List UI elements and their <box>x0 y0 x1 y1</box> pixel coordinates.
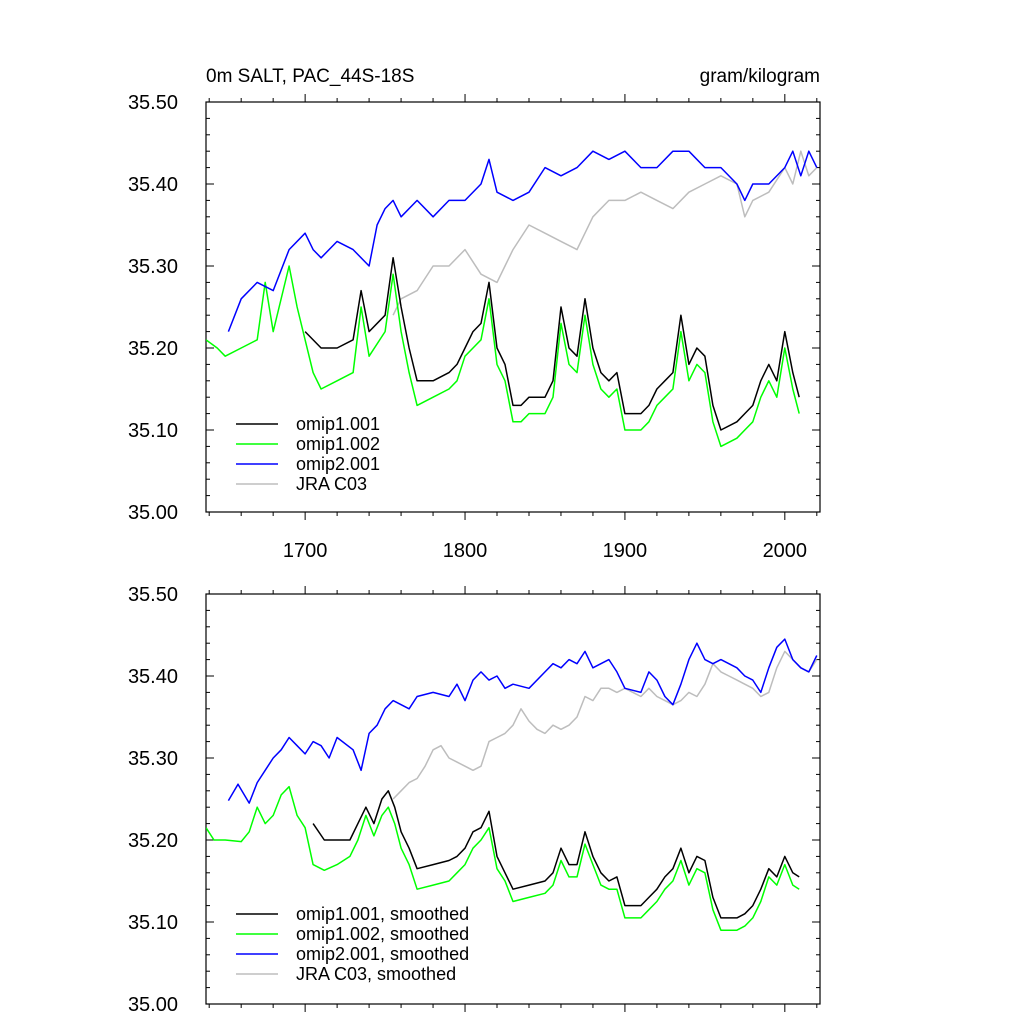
chart-title: 0m SALT, PAC_44S-18S <box>206 66 414 87</box>
y-tick-label: 35.00 <box>128 994 178 1016</box>
y-tick-label: 35.30 <box>128 256 178 278</box>
y-tick-label: 35.20 <box>128 338 178 360</box>
legend-label: omip1.001 <box>296 414 380 434</box>
series-line-jra-c03-smoothed <box>392 650 818 800</box>
series-line-omip1-002 <box>206 265 800 448</box>
y-tick-label: 35.10 <box>128 912 178 934</box>
x-tick-label: 2000 <box>763 540 808 562</box>
y-tick-label: 35.10 <box>128 420 178 442</box>
y-tick-label: 35.40 <box>128 174 178 196</box>
chart-panel-top: 35.00 35.10 35.20 35.30 35.40 35.50 1700 1800 19… <box>128 66 821 562</box>
y-tick-label: 35.40 <box>128 666 178 688</box>
legend-label: JRA C03 <box>296 474 367 494</box>
legend-label: omip1.001, smoothed <box>296 904 469 924</box>
series-line-jra-c03 <box>392 150 818 316</box>
y-tick-label: 35.30 <box>128 748 178 770</box>
x-tick-label: 1700 <box>283 540 328 562</box>
y-tick-label: 35.20 <box>128 830 178 852</box>
series-line-omip1-001 <box>304 257 800 431</box>
legend-label: omip1.002 <box>296 434 380 454</box>
y-tick-label: 35.50 <box>128 92 178 114</box>
x-tick-label: 1900 <box>603 540 648 562</box>
legend-label: omip2.001, smoothed <box>296 944 469 964</box>
y-tick-label: 35.50 <box>128 584 178 606</box>
plot-frame <box>205 101 821 513</box>
legend-label: omip1.002, smoothed <box>296 924 469 944</box>
chart-panel-bottom: 35.00 35.10 35.20 35.30 35.40 35.50 omip1.001,… <box>128 584 821 1016</box>
chart-units: gram/kilogram <box>700 66 820 87</box>
series-line-omip1-001-smoothed <box>312 790 800 919</box>
series-line-omip2-001 <box>227 150 818 332</box>
legend-label: JRA C03, smoothed <box>296 964 456 984</box>
x-tick-label: 1800 <box>443 540 488 562</box>
plot-frame <box>205 593 821 1005</box>
series-line-omip2-001-smoothed <box>227 638 818 804</box>
series-line-omip1-002-smoothed <box>206 785 800 931</box>
legend-label: omip2.001 <box>296 454 380 474</box>
y-tick-label: 35.00 <box>128 502 178 524</box>
